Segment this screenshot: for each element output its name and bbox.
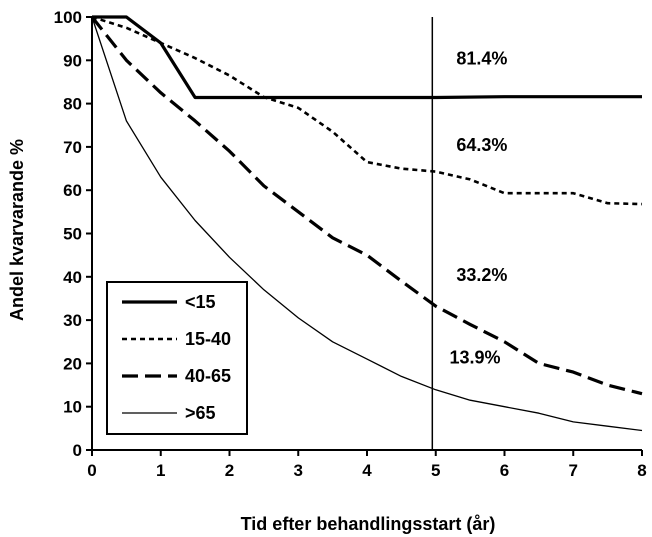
axes-layer: 0 10 20 30 40 50 60 70 80 90 100 0 1 2 3 4 5 6 7 8 — [54, 8, 647, 480]
y-tick-label: 40 — [63, 268, 82, 287]
legend: <15 15-40 40-65 >65 — [106, 281, 248, 435]
percent-annotation: 64.3% — [456, 135, 507, 155]
y-tick-label: 30 — [63, 311, 82, 330]
x-tick-label: 4 — [362, 461, 372, 480]
y-tick-label: 20 — [63, 354, 82, 373]
y-tick-label: 70 — [63, 138, 82, 157]
legend-label: 15-40 — [185, 329, 231, 349]
percent-annotation: 81.4% — [456, 49, 507, 69]
x-tick-label: 0 — [87, 461, 96, 480]
x-tick-label: 8 — [637, 461, 646, 480]
y-tick-label: 60 — [63, 181, 82, 200]
annotation-layer: 81.4% 64.3% 33.2% 13.9% — [450, 49, 508, 368]
x-tick-label: 1 — [156, 461, 165, 480]
y-tick-label: 0 — [73, 441, 82, 460]
series-line-1 — [92, 15, 642, 100]
x-tick-label: 5 — [431, 461, 440, 480]
series-layer — [90, 15, 643, 432]
percent-annotation: 33.2% — [456, 265, 507, 285]
legend-box — [106, 281, 248, 435]
legend-label: 40-65 — [185, 366, 231, 386]
y-tick-label: 10 — [63, 398, 82, 417]
y-tick-label: 50 — [63, 225, 82, 244]
legend-label: <15 — [185, 292, 216, 312]
x-axis-title: Tid efter behandlingsstart (år) — [241, 514, 496, 534]
y-tick-label: 100 — [54, 8, 82, 27]
x-tick-label: 6 — [500, 461, 509, 480]
series-line-2 — [91, 15, 643, 206]
x-tick-label: 2 — [225, 461, 234, 480]
y-axis-title: Andel kvarvarande % — [7, 139, 27, 321]
x-tick-label: 7 — [569, 461, 578, 480]
x-tick-label: 3 — [294, 461, 303, 480]
legend-label: >65 — [185, 403, 216, 423]
percent-annotation: 13.9% — [450, 347, 501, 367]
y-tick-label: 80 — [63, 95, 82, 114]
y-tick-label: 90 — [63, 51, 82, 70]
series-line-4 — [91, 16, 643, 432]
series-line-3 — [90, 16, 643, 396]
